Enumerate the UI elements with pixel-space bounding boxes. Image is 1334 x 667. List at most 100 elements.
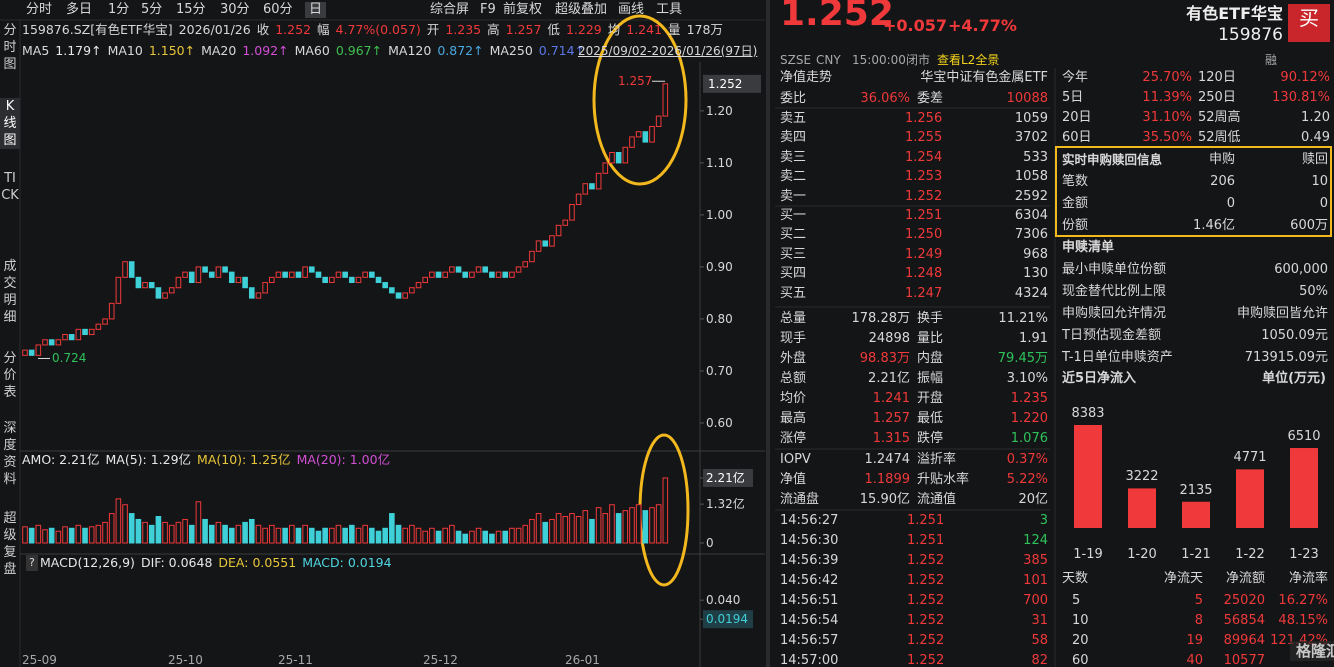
trade-price: 1.252 (907, 613, 945, 628)
quote-label: 收 (256, 22, 270, 37)
quote-value: 1.241 (626, 22, 663, 37)
volume-bar (642, 510, 649, 544)
side-tab[interactable]: TICK (1, 171, 19, 203)
volume-bar (415, 527, 422, 544)
side-tab[interactable]: 超级复盘 (3, 511, 17, 577)
period-tab[interactable]: 分时 (26, 2, 53, 17)
book-price: 1.248 (905, 266, 943, 282)
ma-value: 1.179↑ (55, 43, 102, 58)
period-tab[interactable]: 15分 (176, 2, 206, 17)
stat-value: 178.28万 (851, 311, 911, 326)
candle (489, 271, 495, 278)
period-tab[interactable]: 30分 (220, 2, 250, 17)
volume-bar (449, 524, 455, 544)
stat-value: 1.076 (1010, 431, 1048, 446)
volume-bar (402, 527, 408, 544)
trade-volume: 82 (1031, 653, 1048, 667)
candle (135, 276, 142, 289)
volume-bar (309, 527, 315, 544)
candle (322, 276, 328, 284)
book-volume: 1058 (1014, 169, 1048, 185)
volume-bar (382, 527, 388, 544)
section-title: 近5日净流入 (1062, 371, 1137, 386)
candle (442, 271, 449, 278)
volume-bar (242, 521, 248, 544)
tab[interactable]: 净值走势 (780, 70, 833, 85)
y-tick-label: 0.80 (706, 311, 733, 326)
book-volume: 6304 (1014, 208, 1048, 223)
tool-button[interactable]: 工具 (656, 2, 683, 17)
status-item[interactable]: 查看L2全景 (937, 53, 1000, 67)
volume-bar (88, 526, 95, 544)
return-label: 52周高 (1198, 110, 1241, 125)
x-tick-label: 1-20 (1127, 547, 1157, 562)
y-tick-label: 0 (706, 536, 714, 550)
candle (35, 344, 42, 356)
book-price: 1.253 (905, 169, 943, 185)
tool-button[interactable]: 前复权 (503, 2, 543, 17)
volume-bar (475, 527, 482, 544)
trade-price: 1.252 (907, 553, 945, 568)
table-cell: 5 (1072, 593, 1081, 608)
label: 委比 (780, 91, 807, 106)
stat-label: 换手 (917, 311, 944, 326)
row-value: 1.46亿 (1193, 218, 1235, 233)
period-tab[interactable]: 多日 (66, 2, 93, 17)
buy-button[interactable]: 买 (1299, 6, 1319, 30)
tool-button[interactable]: 超级叠加 (555, 2, 608, 17)
last-price-box (703, 74, 761, 93)
bar (1182, 501, 1210, 528)
y-tick-label: 0.040 (706, 593, 741, 608)
volume-bar (489, 533, 495, 544)
tool-button[interactable]: 画线 (618, 2, 645, 17)
y-tick-label: 1.10 (706, 155, 733, 170)
y-tick-label: 1.00 (706, 207, 733, 222)
row-value: 206 (1210, 174, 1235, 189)
candle (389, 287, 395, 294)
ma-value: 1.092↑ (242, 43, 289, 58)
highlight-box (1055, 146, 1332, 237)
stat-value: 3.10% (1006, 371, 1048, 386)
stat-label: 内盘 (917, 351, 944, 366)
candle (255, 292, 262, 299)
side-tab[interactable]: 分时图 (3, 23, 17, 72)
side-tab[interactable]: K线图 (0, 98, 20, 149)
volume-bar (469, 530, 475, 544)
return-label: 今年 (1062, 70, 1089, 85)
tool-button[interactable]: F9 (480, 2, 496, 17)
tool-button[interactable]: 综合屏 (430, 2, 470, 17)
candle (22, 349, 28, 356)
quote-value: 178万 (686, 22, 723, 37)
candle (42, 339, 48, 346)
ma-name: MA10 (107, 43, 143, 58)
stat-value: 79.45万 (997, 351, 1048, 366)
stat-value: 98.83万 (859, 351, 910, 366)
volume-bar (222, 524, 228, 544)
period-tab[interactable]: 日 (305, 2, 327, 18)
stat-label: IOPV (780, 452, 811, 467)
trade-volume: 700 (1023, 593, 1048, 608)
candle (315, 271, 322, 278)
side-tab[interactable]: 分价表 (3, 351, 17, 400)
stat-label: 最低 (917, 411, 944, 426)
stat-value: 1.91 (1019, 331, 1048, 346)
status-item: SZSE (780, 53, 812, 67)
volume-bar (369, 527, 375, 544)
volume-bar (162, 521, 168, 544)
buy-button-bg[interactable] (1288, 4, 1330, 42)
row-value: 申购赎回皆允许 (1236, 306, 1328, 321)
side-tab[interactable]: 深度资料 (3, 421, 17, 487)
change-pct: +4.77% (948, 16, 1017, 35)
period-tab[interactable]: 1分 (108, 2, 130, 17)
x-tick-label: 1-22 (1235, 547, 1265, 562)
table-cell: 5 (1194, 593, 1203, 608)
volume-bar (509, 527, 515, 544)
side-tab[interactable]: 成交明细 (3, 259, 17, 325)
high-label: 1.257 (618, 74, 653, 89)
period-tab[interactable]: 5分 (141, 2, 163, 17)
help-icon[interactable]: ? (26, 555, 38, 571)
stat-label: 涨停 (780, 431, 807, 446)
period-tab[interactable]: 60分 (263, 2, 293, 17)
candle (215, 266, 222, 278)
book-volume: 7306 (1014, 227, 1048, 243)
